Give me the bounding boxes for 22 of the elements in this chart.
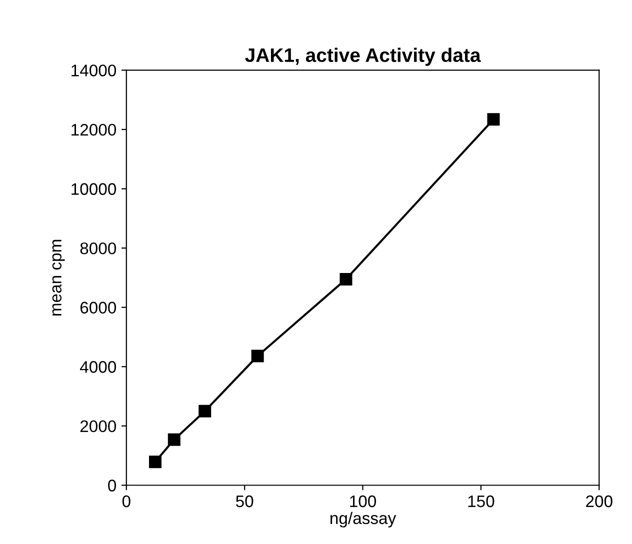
chart-title: JAK1, active Activity data bbox=[245, 48, 481, 66]
x-tick-label: 200 bbox=[586, 495, 612, 508]
point bbox=[487, 113, 500, 126]
y-tick-label: 12000 bbox=[72, 124, 116, 136]
point bbox=[251, 350, 264, 362]
y-tick-label: 14000 bbox=[72, 64, 116, 76]
x-tick-label: 150 bbox=[468, 495, 494, 508]
y-tick-label: 2000 bbox=[80, 420, 116, 432]
x-axis-title: ng/assay bbox=[330, 512, 396, 528]
x-tick-label: 50 bbox=[236, 495, 254, 508]
y-tick-label: 0 bbox=[108, 480, 116, 492]
point bbox=[198, 404, 212, 418]
point bbox=[340, 272, 352, 286]
x-tick-label: 100 bbox=[350, 495, 376, 508]
x-tick-label: 0 bbox=[122, 495, 130, 508]
y-tick-label: 10000 bbox=[72, 183, 116, 195]
y-axis-title: mean cpm bbox=[52, 240, 65, 316]
y-tick-label: 8000 bbox=[80, 242, 116, 254]
y-tick-label: 4000 bbox=[80, 361, 116, 373]
y-tick-label: 6000 bbox=[80, 302, 116, 314]
point bbox=[168, 433, 180, 446]
point bbox=[148, 456, 162, 468]
